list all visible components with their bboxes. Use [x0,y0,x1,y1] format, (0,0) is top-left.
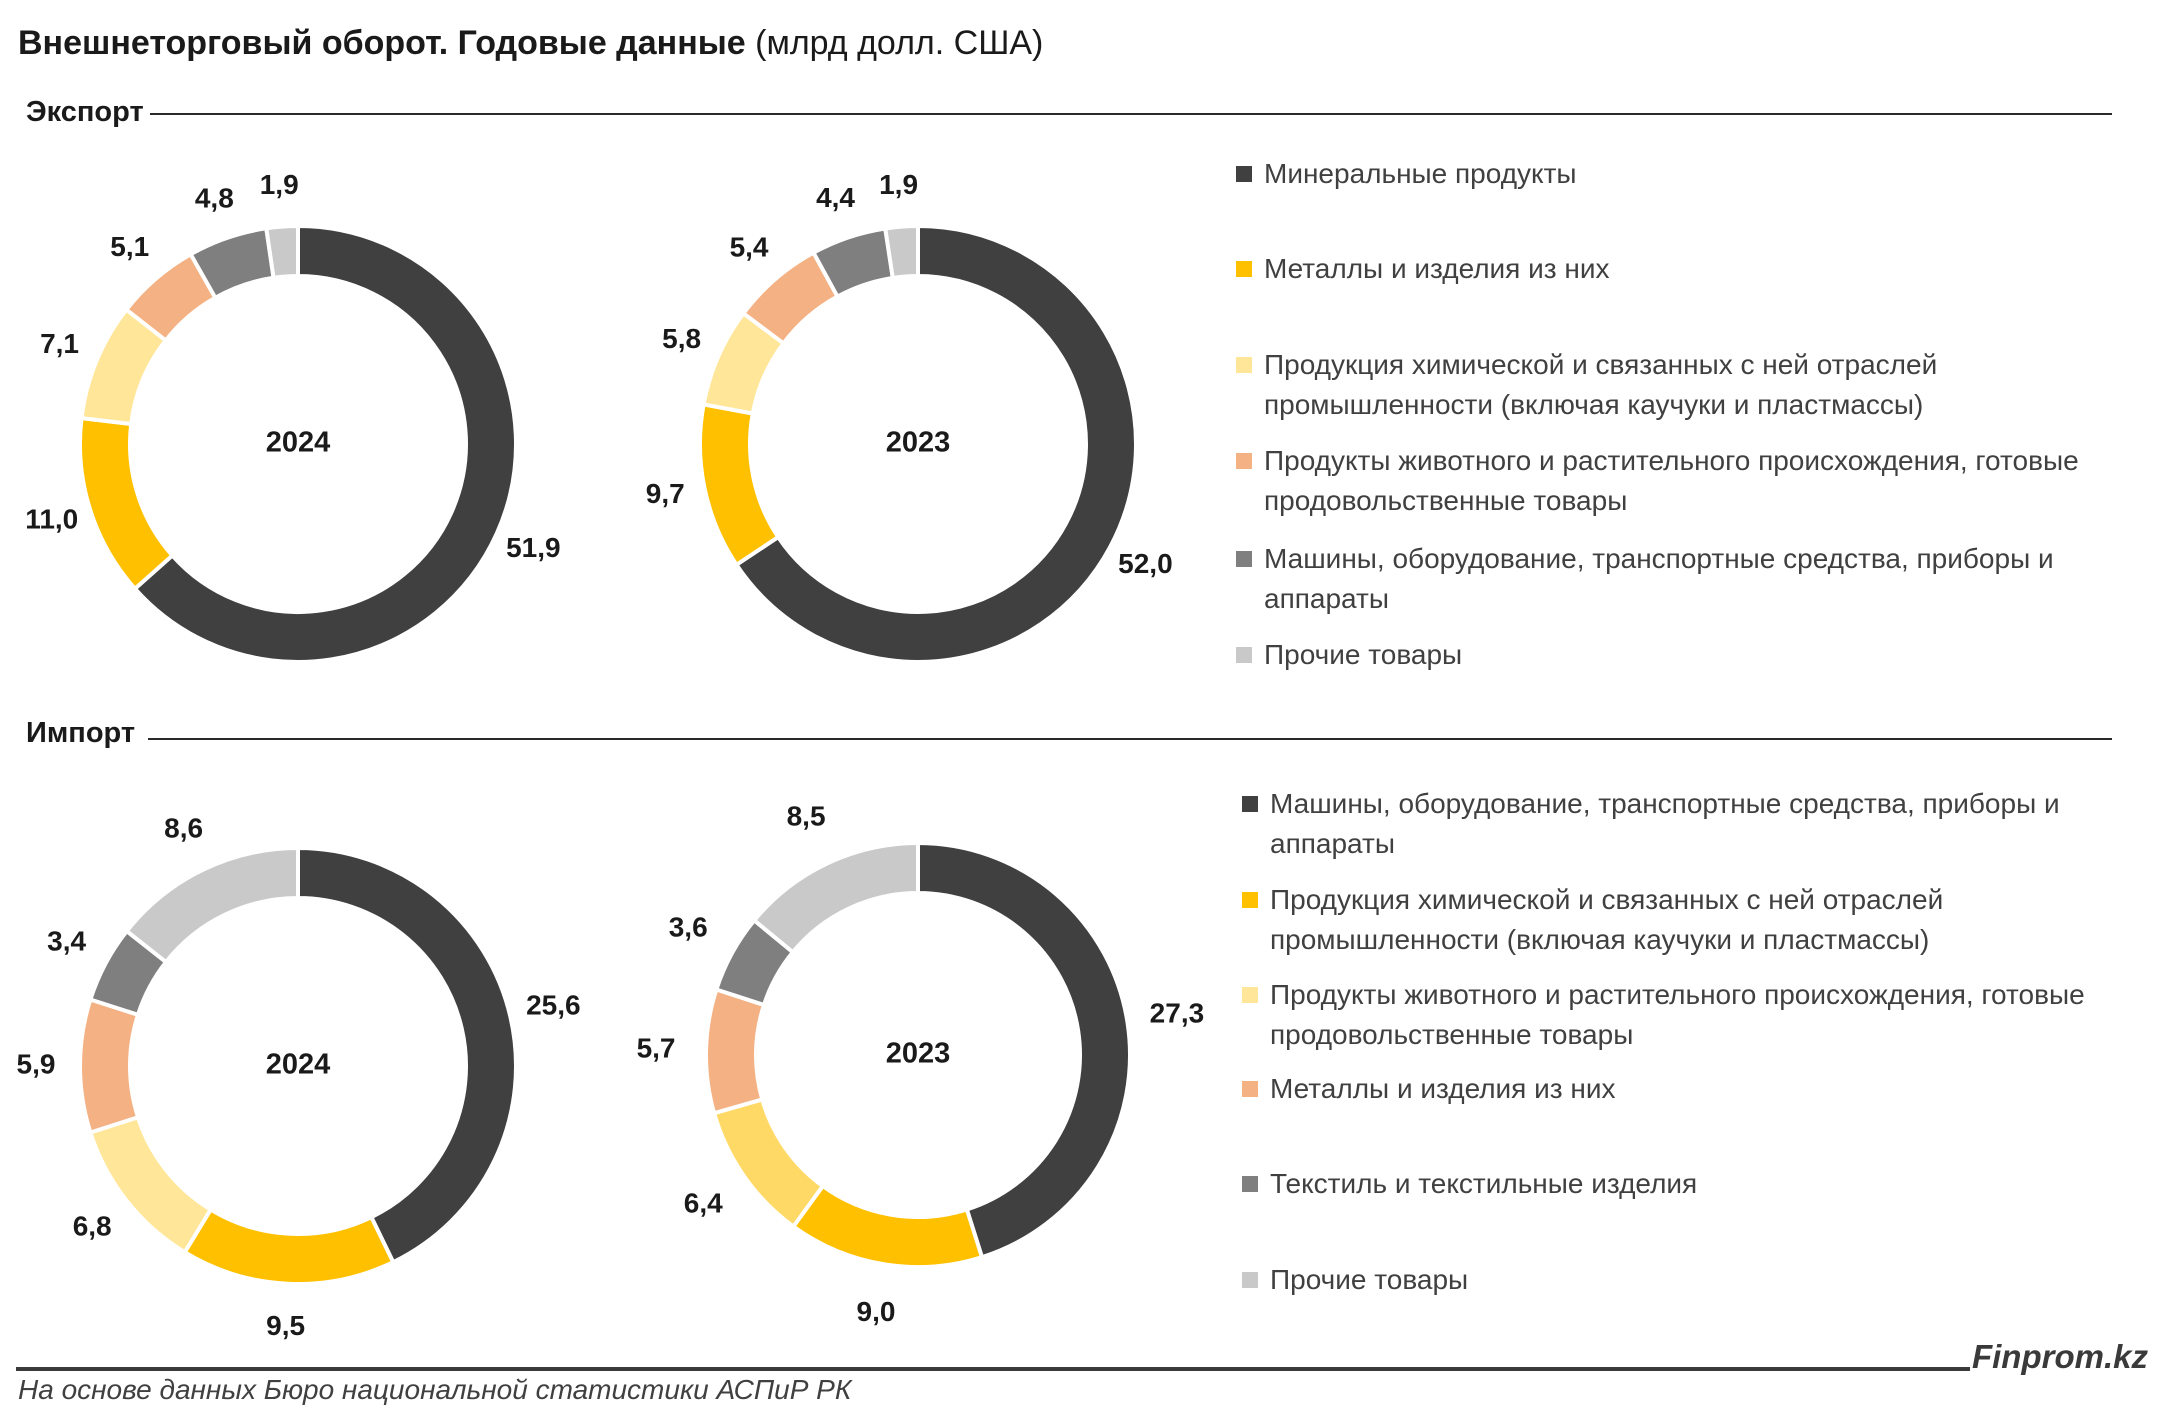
donut-slice [751,840,920,955]
donut-center-year: 2024 [266,1049,331,1081]
data-label: 11,0 [25,503,78,534]
legend-label: Прочие товары [1270,1264,1469,1295]
legend-swatch [1236,166,1252,182]
data-label: 52,0 [1118,548,1173,579]
section-divider-import [148,738,2112,740]
data-label: 3,4 [47,925,86,956]
legend-label: Продукция химической и связанных с ней о… [1264,349,1938,420]
section-label-import: Импорт [26,717,136,749]
legend-item-import: Продукты животного и растительного проис… [1242,975,2142,1055]
data-label: 6,8 [73,1211,112,1242]
data-label: 9,7 [646,478,685,509]
footer-divider [16,1367,1970,1371]
legend-swatch [1236,261,1252,277]
legend-swatch [1242,892,1258,908]
legend-label: Продукты животного и растительного проис… [1270,979,2085,1050]
legend-item-export: Продукты животного и растительного проис… [1236,441,2136,521]
donut-slice [698,402,781,568]
donut-slice [711,1096,826,1230]
legend-swatch [1236,551,1252,567]
legend-label: Металлы и изделия из них [1270,1073,1616,1104]
donut-charts: 51,9 11,0 7,1 5,1 4,8 1,9 2024 52,0 9,7 5,8 5,4 4,4… [17,169,1205,1341]
data-label: 1,9 [260,169,299,200]
donut-slice [704,986,767,1116]
legend-label: Прочие товары [1264,639,1463,670]
legend-item-export: Металлы и изделия из них [1236,249,1610,289]
data-label: 6,4 [684,1188,723,1219]
data-label: 25,6 [526,990,581,1021]
chart-title-main: Внешнеторговый оборот. Годовые данные [18,24,746,62]
legend-label: Машины, оборудование, транспортные средс… [1270,788,2060,859]
legend-item-import: Машины, оборудование, транспортные средс… [1242,784,2142,864]
data-label: 5,1 [110,231,149,262]
legend-item-export: Прочие товары [1236,635,1462,675]
brand-logo: Finprom.kz [1971,1338,2148,1375]
donut-slice [916,840,1132,1260]
donut-slice [790,1183,985,1269]
legend-swatch [1242,1081,1258,1097]
data-label: 5,9 [17,1048,56,1079]
donut-center-year: 2024 [266,427,331,459]
data-label: 5,8 [662,323,701,354]
legend-item-export: Машины, оборудование, транспортные средс… [1236,539,2136,619]
donut-chart-экспорт-2023: 52,0 9,7 5,8 5,4 4,4 1,9 2023 [646,169,1173,664]
data-label: 4,4 [816,182,855,213]
donut-chart-импорт-2024: 25,6 9,5 6,8 5,9 3,4 8,6 2024 [17,813,581,1341]
legend-item-import: Прочие товары [1242,1260,1468,1300]
legend-item-export: Минеральные продукты [1236,154,1577,194]
legend-label: Минеральные продукты [1264,158,1577,189]
data-label: 7,1 [40,328,79,359]
donut-slice [123,845,300,965]
donut-slice [882,223,920,281]
data-label: 9,5 [266,1310,305,1341]
data-label: 9,0 [857,1296,896,1327]
data-label: 5,4 [730,231,769,262]
data-label: 8,5 [787,801,826,832]
legend-item-import: Металлы и изделия из них [1242,1069,1616,1109]
legend-swatch [1242,796,1258,812]
section-label-export: Экспорт [26,96,144,128]
source-note: На основе данных Бюро национальной стати… [18,1374,852,1405]
legend-swatch [1236,357,1252,373]
legend-label: Текстиль и текстильные изделия [1270,1168,1698,1199]
data-label: 4,8 [195,182,234,213]
data-label: 51,9 [506,532,561,563]
donut-slice [78,996,141,1136]
donut-slice [264,223,300,281]
legend-item-export: Продукция химической и связанных с ней о… [1236,345,2136,425]
donut-center-year: 2023 [886,427,951,459]
legend-swatch [1236,453,1252,469]
donut-chart-импорт-2023: 27,3 9,0 6,4 5,7 3,6 8,5 2023 [637,801,1205,1328]
legend-label: Машины, оборудование, транспортные средс… [1264,543,2054,614]
donut-slice [78,415,176,592]
data-label: 1,9 [879,169,918,200]
data-label: 8,6 [164,813,203,844]
donut-slice [132,223,518,664]
legend-item-import: Текстиль и текстильные изделия [1242,1164,1697,1204]
donut-slice [181,1206,396,1286]
legend-item-import: Продукция химической и связанных с ней о… [1242,880,2142,960]
legend-label: Металлы и изделия из них [1264,253,1610,284]
chart-title-unit: (млрд долл. США) [755,24,1044,62]
legend-label: Продукция химической и связанных с ней о… [1270,884,1944,955]
legend-swatch [1242,1176,1258,1192]
donut-slice [733,223,1138,664]
legend-swatch [1242,1272,1258,1288]
data-label: 5,7 [637,1033,676,1064]
data-label: 3,6 [669,912,708,943]
legend-swatch [1236,647,1252,663]
legend-label: Продукты животного и растительного проис… [1264,445,2079,516]
data-label: 27,3 [1150,997,1205,1028]
donut-chart-экспорт-2024: 51,9 11,0 7,1 5,1 4,8 1,9 2024 [25,169,561,664]
section-divider-export [150,113,2112,115]
donut-slice [296,845,519,1265]
chart-title: Внешнеторговый оборот. Годовые данные (м… [18,24,1043,63]
donut-center-year: 2023 [886,1038,951,1070]
legend-swatch [1242,987,1258,1003]
